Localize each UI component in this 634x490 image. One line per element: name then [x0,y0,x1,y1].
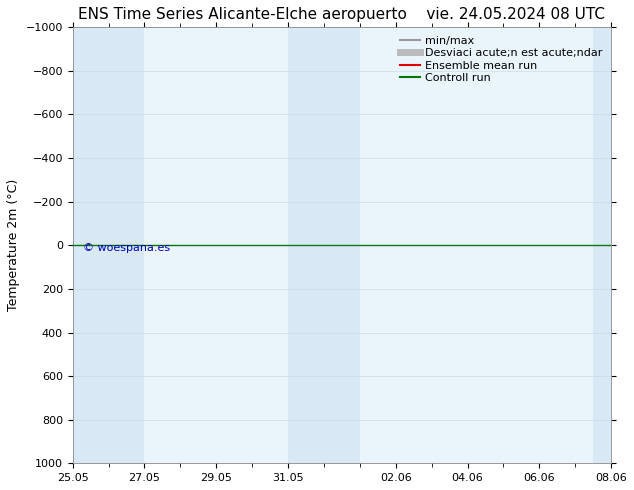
Text: © woespana.es: © woespana.es [83,244,171,253]
Legend: min/max, Desviaci acute;n est acute;ndar, Ensemble mean run, Controll run: min/max, Desviaci acute;n est acute;ndar… [397,33,605,86]
Title: ENS Time Series Alicante-Elche aeropuerto    vie. 24.05.2024 08 UTC: ENS Time Series Alicante-Elche aeropuert… [79,7,605,22]
Bar [593,27,611,464]
Y-axis label: Temperature 2m (°C): Temperature 2m (°C) [7,179,20,312]
Bar [288,27,360,464]
Bar [73,27,145,464]
